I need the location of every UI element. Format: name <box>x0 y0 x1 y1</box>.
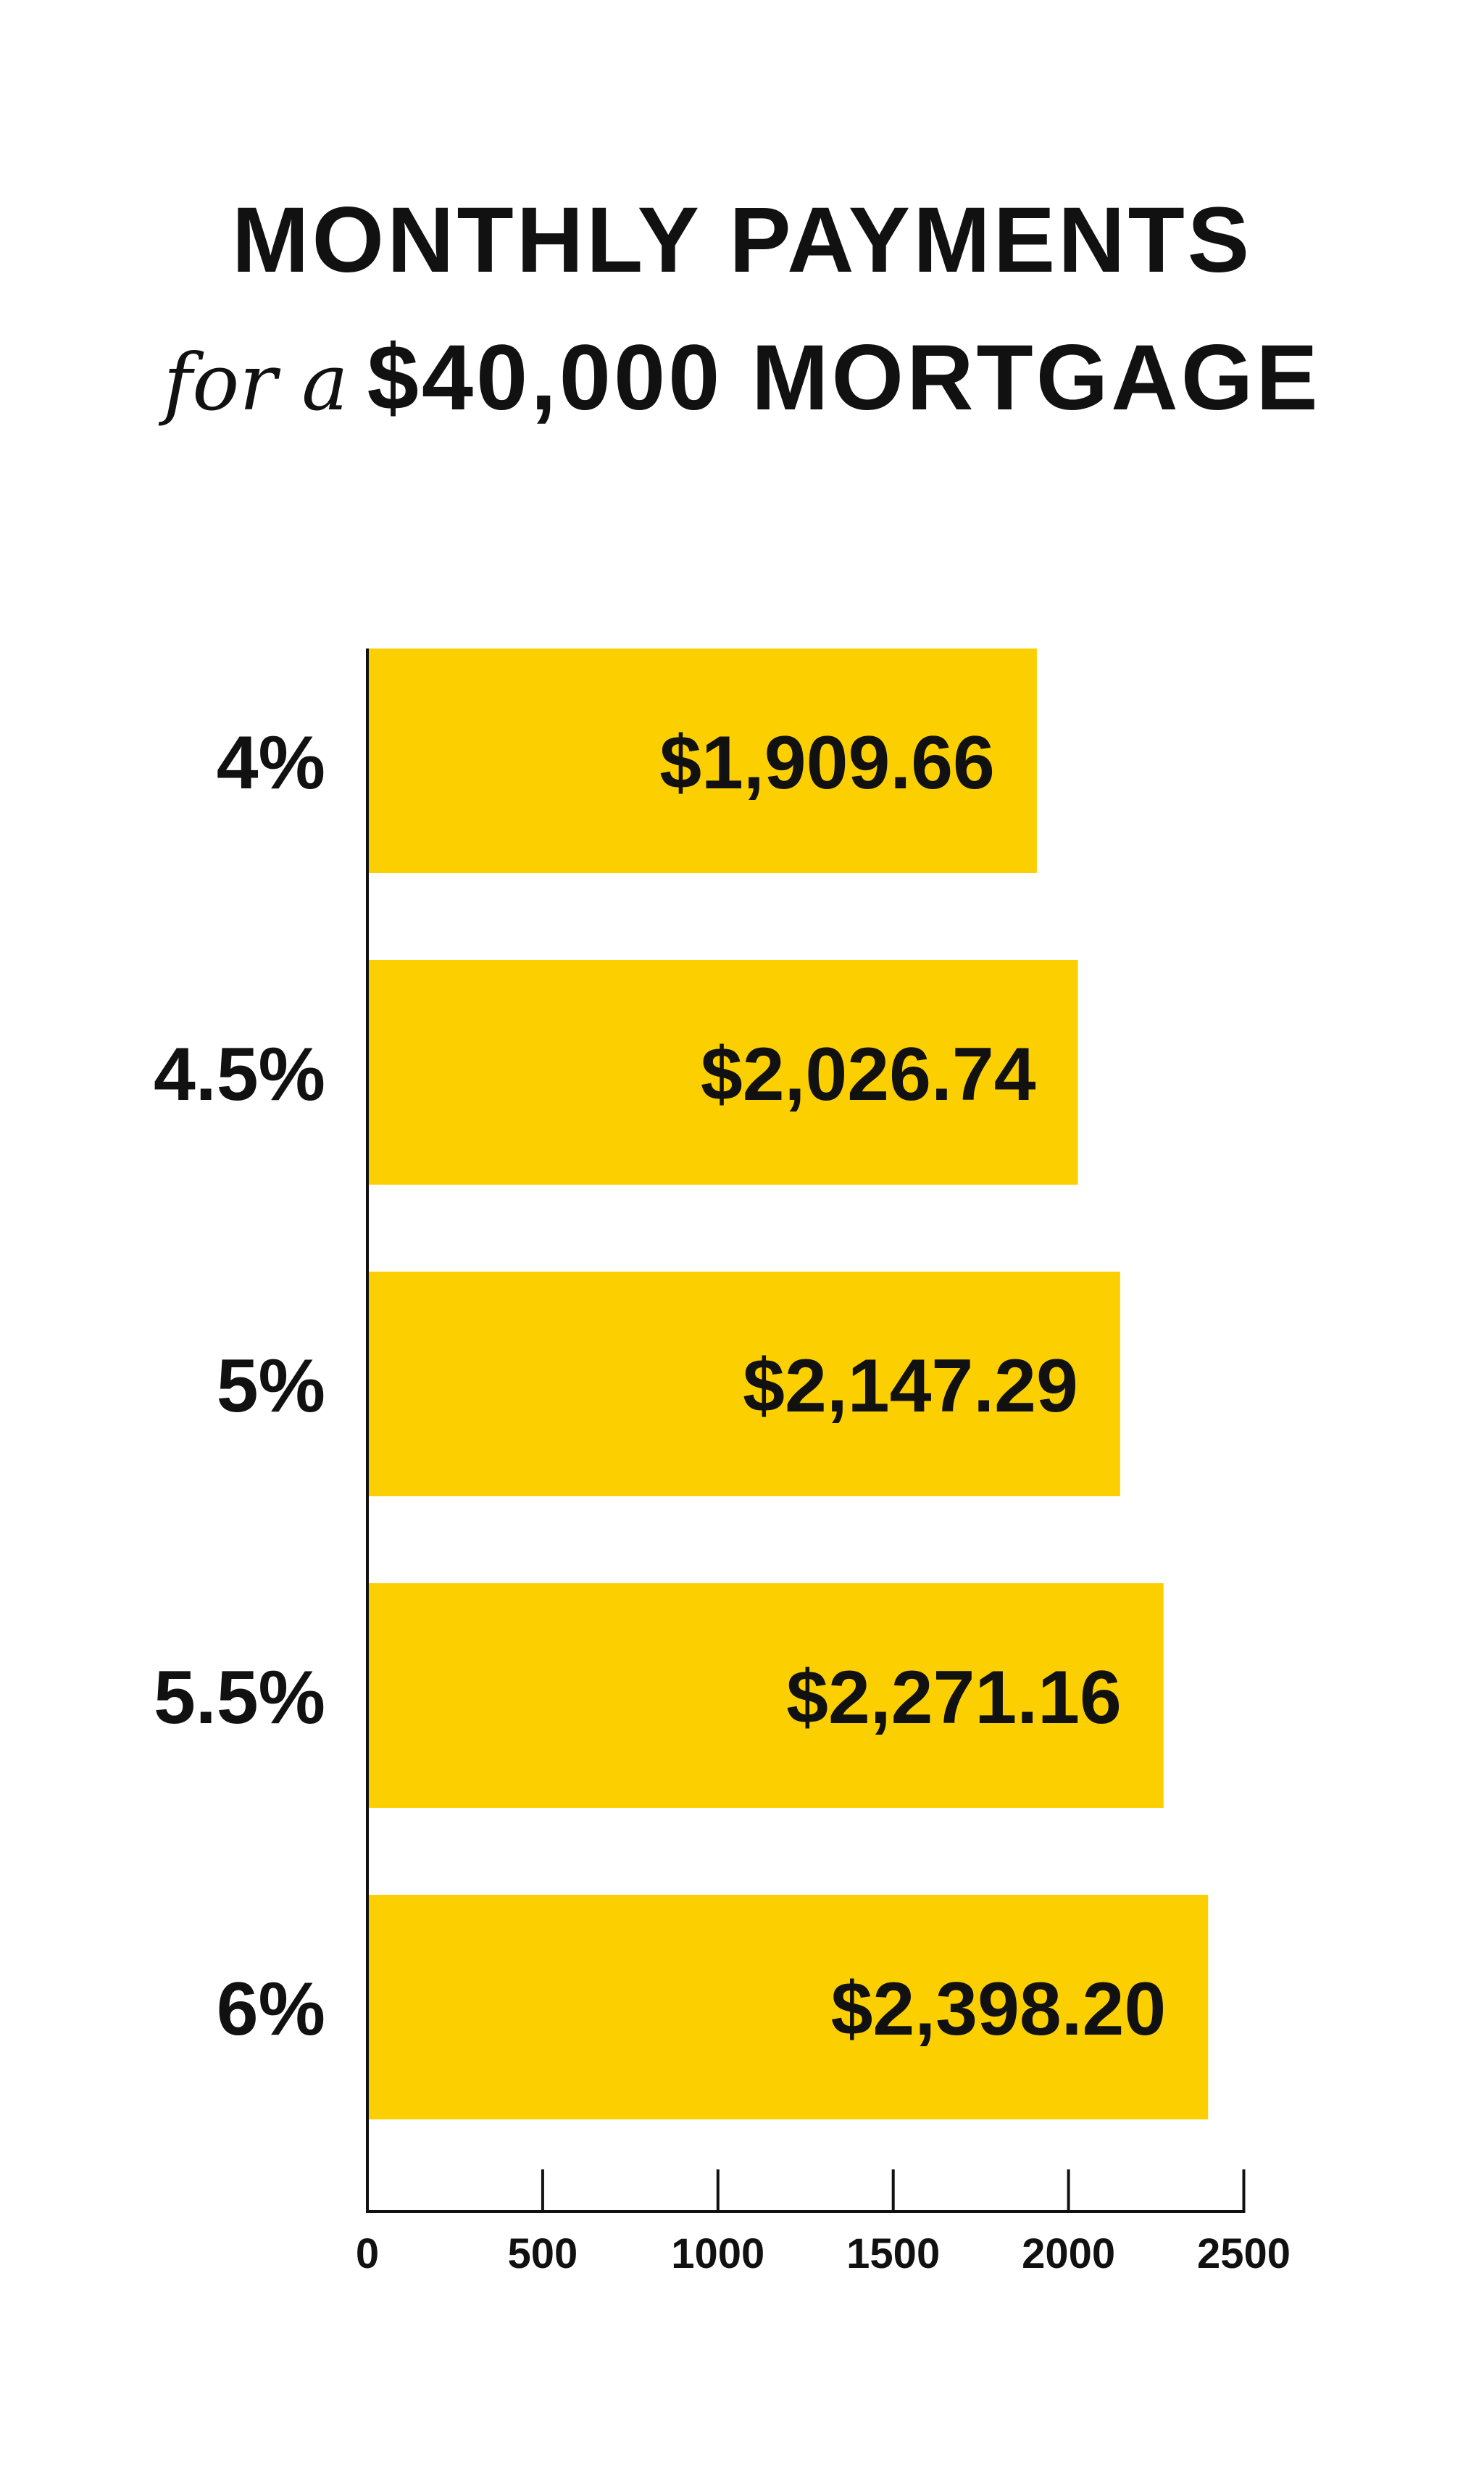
bar-value-label: $2,271.16 <box>786 1656 1122 1740</box>
chart-title: MONTHLY PAYMENTS for a $40,000 MORTGAGE <box>0 0 1484 449</box>
bar-value-label: $2,026.74 <box>701 1033 1036 1117</box>
title-line-2: for a $40,000 MORTGAGE <box>0 332 1484 425</box>
bar-value-label: $2,398.20 <box>831 1967 1167 2051</box>
x-tick-label: 0 <box>356 2230 379 2277</box>
category-label: 6% <box>217 1967 325 2051</box>
category-label: 5.5% <box>154 1656 325 1740</box>
bar <box>367 1272 1120 1496</box>
x-tick-label: 2500 <box>1197 2230 1291 2277</box>
title-line-1: MONTHLY PAYMENTS <box>231 188 1253 292</box>
x-tick-label: 500 <box>508 2230 578 2277</box>
bar <box>367 960 1078 1185</box>
bar <box>367 1895 1209 2119</box>
x-tick-label: 2000 <box>1022 2230 1115 2277</box>
title-bold-text: $40,000 MORTGAGE <box>367 326 1321 430</box>
category-label: 4% <box>217 721 325 805</box>
title-italic-text: for a <box>163 338 349 428</box>
bar-value-label: $1,909.66 <box>659 721 995 805</box>
x-tick-label: 1000 <box>671 2230 764 2277</box>
bars-layer: $1,909.66 4% $2,026.74 4.5% $2,147.29 5% $2,27… <box>154 649 1209 2119</box>
category-label: 5% <box>217 1344 325 1428</box>
category-label: 4.5% <box>154 1033 325 1117</box>
x-axis: 0 500 1000 1500 2000 2500 <box>356 649 1291 2277</box>
x-tick-label: 1500 <box>846 2230 940 2277</box>
bar <box>367 1583 1164 1808</box>
bar <box>367 649 1037 873</box>
bar-value-label: $2,147.29 <box>743 1344 1078 1428</box>
